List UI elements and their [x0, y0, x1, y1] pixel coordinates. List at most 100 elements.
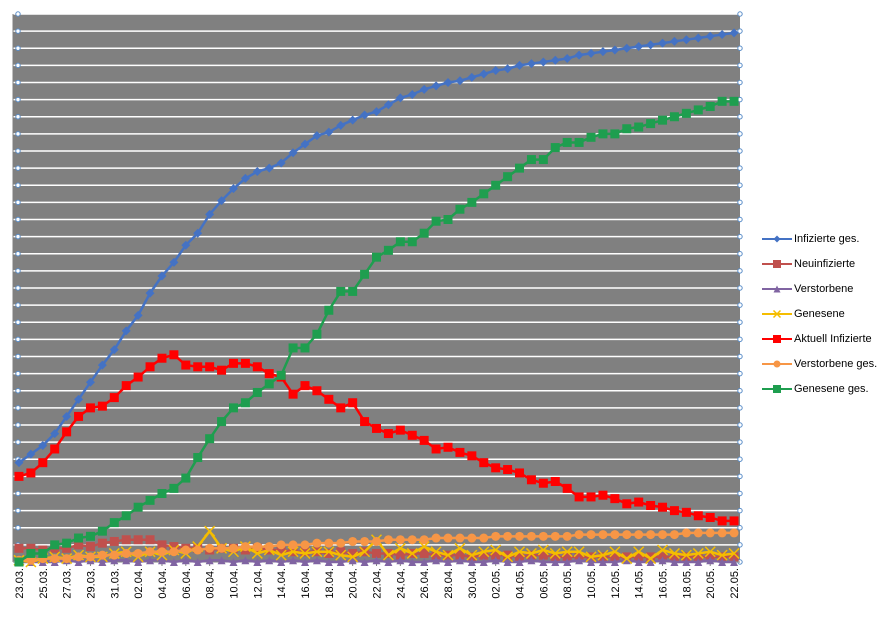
data-point-marker: [133, 535, 143, 545]
data-point-marker: [228, 403, 238, 413]
data-point-marker: [228, 543, 238, 553]
data-point-marker: [372, 536, 381, 546]
data-point-marker: [323, 546, 335, 558]
data-point-marker: [633, 546, 645, 558]
data-point-marker: [300, 547, 310, 557]
legend-label: Neuinfizierte: [794, 257, 856, 270]
data-point-marker: [289, 556, 298, 565]
x-tick-label: 20.05.: [705, 568, 717, 599]
legend-label: Genesene: [794, 307, 845, 320]
data-point-marker: [336, 286, 346, 296]
data-point-marker: [681, 35, 691, 45]
gridline-marker-right: [737, 319, 743, 325]
data-point-marker: [610, 558, 619, 566]
data-point-marker: [287, 546, 299, 558]
gridline-marker-left: [15, 507, 21, 514]
data-point-marker: [14, 458, 24, 468]
data-point-marker: [407, 535, 417, 545]
data-point-marker: [729, 516, 739, 526]
data-point-marker: [62, 554, 72, 564]
x-tick-label: 04.05.: [515, 568, 527, 599]
data-point-marker: [729, 528, 739, 538]
gridline-marker-left: [15, 302, 21, 308]
data-point-marker: [324, 305, 334, 315]
data-point-marker: [50, 540, 60, 550]
data-point-marker: [773, 360, 781, 367]
x-tick-label: 27.03.: [62, 568, 74, 599]
x-tick-label: 06.04.: [181, 568, 193, 599]
data-point-marker: [134, 558, 143, 566]
data-point-marker: [634, 42, 644, 52]
gridline-marker-right: [737, 507, 743, 514]
data-point-marker: [240, 542, 250, 552]
data-point-marker: [598, 530, 608, 540]
data-point-marker: [311, 546, 323, 558]
data-point-marker: [550, 143, 560, 153]
data-point-marker: [97, 401, 107, 411]
data-point-marker: [716, 549, 728, 561]
x-tick-label: 16.05.: [658, 568, 670, 599]
gridline-marker-right: [737, 542, 743, 548]
data-point-marker: [360, 110, 370, 120]
legend-label: Aktuell Infizierte: [794, 332, 872, 345]
data-point-marker: [562, 137, 572, 147]
gridline-marker-left: [15, 96, 21, 103]
data-point-marker: [598, 129, 608, 139]
gridline-marker-right: [737, 268, 743, 274]
legend-item: Aktuell Infizierte: [762, 326, 890, 351]
data-point-marker: [610, 129, 620, 139]
data-point-marker: [85, 377, 95, 387]
data-point-marker: [121, 511, 131, 521]
data-point-marker: [503, 172, 513, 182]
data-point-marker: [444, 558, 453, 566]
data-point-marker: [252, 167, 262, 177]
x-tick-label: 28.04.: [443, 568, 455, 599]
data-point-marker: [181, 556, 190, 565]
data-point-marker: [169, 542, 179, 552]
gridline-marker-right: [737, 11, 743, 17]
data-point-marker: [241, 556, 250, 565]
gridline-marker-left: [15, 285, 21, 291]
gridline-marker-left: [15, 353, 21, 360]
data-point-marker: [122, 556, 131, 565]
data-point-marker: [562, 552, 572, 562]
data-point-marker: [669, 36, 679, 46]
data-point-marker: [670, 558, 679, 566]
data-point-marker: [491, 550, 501, 560]
data-point-marker: [432, 556, 441, 565]
gridline-marker-left: [15, 45, 21, 51]
data-point-marker: [97, 360, 107, 370]
data-point-marker: [407, 237, 417, 247]
data-point-marker: [252, 542, 262, 552]
data-point-marker: [157, 540, 167, 550]
data-point-marker: [396, 556, 405, 565]
data-point-marker: [169, 350, 179, 360]
data-point-marker: [598, 490, 608, 500]
x-tick-label: 25.03.: [38, 568, 50, 599]
data-point-marker: [312, 386, 322, 396]
data-point-marker: [74, 540, 84, 550]
data-point-marker: [729, 96, 739, 106]
data-point-marker: [646, 40, 656, 50]
data-point-marker: [634, 558, 643, 566]
data-point-marker: [634, 530, 644, 540]
data-point-marker: [455, 556, 464, 565]
data-point-marker: [395, 425, 405, 435]
data-point-marker: [336, 120, 346, 130]
data-point-marker: [383, 245, 393, 255]
legend-label: Genesene ges.: [794, 382, 869, 395]
data-point-marker: [384, 558, 393, 566]
data-point-marker: [252, 362, 262, 372]
x-tick-label: 10.05.: [586, 568, 598, 599]
data-point-marker: [491, 556, 500, 565]
gridline-marker-right: [737, 388, 743, 394]
data-point-marker: [74, 558, 83, 566]
data-point-marker: [217, 556, 226, 565]
data-point-marker: [730, 558, 739, 566]
data-point-marker: [360, 269, 370, 279]
gridline-marker-right: [737, 490, 743, 497]
data-point-marker: [193, 362, 203, 372]
data-point-marker: [621, 553, 633, 565]
data-point-marker: [431, 533, 441, 543]
